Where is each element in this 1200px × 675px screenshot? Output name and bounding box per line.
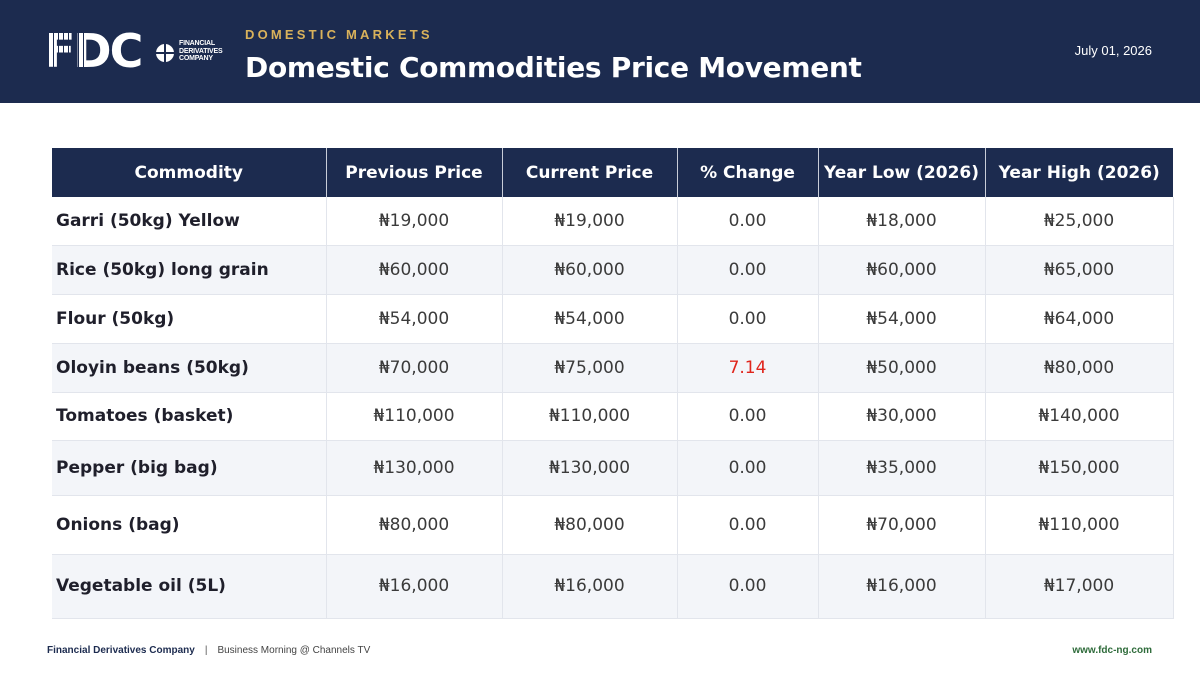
- table-header-row: Commodity Previous Price Current Price %…: [52, 148, 1173, 197]
- logo-line-1: FINANCIAL: [179, 40, 215, 47]
- footer-website-link[interactable]: www.fdc-ng.com: [1072, 645, 1152, 656]
- column-header: Year High (2026): [985, 148, 1173, 197]
- year-low: ₦35,000: [818, 440, 986, 496]
- logo-line-3: COMPANY: [179, 55, 213, 62]
- year-high: ₦140,000: [985, 392, 1174, 441]
- previous-price: ₦60,000: [326, 245, 503, 295]
- previous-price: ₦80,000: [326, 495, 503, 555]
- table-row: Rice (50kg) long grain ₦60,000 ₦60,000 0…: [52, 245, 1174, 295]
- percent-change: 7.14: [677, 343, 819, 393]
- current-price: ₦54,000: [502, 294, 678, 344]
- current-price: ₦130,000: [502, 440, 678, 496]
- percent-change: 0.00: [677, 197, 819, 246]
- commodity-name: Oloyin beans (50kg): [52, 343, 327, 393]
- column-header: Year Low (2026): [818, 148, 986, 197]
- previous-price: ₦130,000: [326, 440, 503, 496]
- table-row: Tomatoes (basket) ₦110,000 ₦110,000 0.00…: [52, 392, 1174, 441]
- column-header: % Change: [677, 148, 819, 197]
- year-low: ₦50,000: [818, 343, 986, 393]
- table-row: Oloyin beans (50kg) ₦70,000 ₦75,000 7.14…: [52, 343, 1174, 393]
- logo-mark: FDC: [44, 24, 143, 78]
- percent-change: 0.00: [677, 392, 819, 441]
- current-price: ₦80,000: [502, 495, 678, 555]
- year-low: ₦30,000: [818, 392, 986, 441]
- year-low: ₦16,000: [818, 554, 986, 619]
- current-price: ₦60,000: [502, 245, 678, 295]
- previous-price: ₦110,000: [326, 392, 503, 441]
- commodity-name: Garri (50kg) Yellow: [52, 197, 327, 246]
- percent-change: 0.00: [677, 294, 819, 344]
- footer-separator: |: [204, 645, 208, 656]
- current-price: ₦16,000: [502, 554, 678, 619]
- commodity-name: Vegetable oil (5L): [52, 554, 327, 619]
- table-row: Onions (bag) ₦80,000 ₦80,000 0.00 ₦70,00…: [52, 495, 1174, 555]
- logo-text: FINANCIAL DERIVATIVES COMPANY: [179, 40, 249, 63]
- fdc-logo: FDC FINANCIAL DERIVATIVES COMPANY: [44, 24, 223, 78]
- page-title: Domestic Commodities Price Movement: [245, 51, 862, 84]
- percent-change: 0.00: [677, 554, 819, 619]
- previous-price: ₦16,000: [326, 554, 503, 619]
- year-high: ₦150,000: [985, 440, 1174, 496]
- percent-change: 0.00: [677, 440, 819, 496]
- percent-change: 0.00: [677, 495, 819, 555]
- report-date: July 01, 2026: [1074, 43, 1152, 58]
- footer-company: Financial Derivatives Company: [47, 645, 195, 656]
- footer-credits: Financial Derivatives Company | Business M…: [47, 645, 370, 656]
- footer-show: Business Morning @ Channels TV: [217, 645, 371, 656]
- table-row: Vegetable oil (5L) ₦16,000 ₦16,000 0.00 …: [52, 554, 1174, 619]
- current-price: ₦75,000: [502, 343, 678, 393]
- section-kicker: DOMESTIC MARKETS: [245, 27, 433, 42]
- percent-change: 0.00: [677, 245, 819, 295]
- commodity-name: Tomatoes (basket): [52, 392, 327, 441]
- current-price: ₦110,000: [502, 392, 678, 441]
- year-low: ₦18,000: [818, 197, 986, 246]
- year-high: ₦17,000: [985, 554, 1174, 619]
- table-row: Pepper (big bag) ₦130,000 ₦130,000 0.00 …: [52, 440, 1174, 496]
- previous-price: ₦54,000: [326, 294, 503, 344]
- header-banner: FDC FINANCIAL DERIVATIVES COMPANY DOMEST…: [0, 0, 1200, 103]
- current-price: ₦19,000: [502, 197, 678, 246]
- year-low: ₦70,000: [818, 495, 986, 555]
- commodity-name: Pepper (big bag): [52, 440, 327, 496]
- commodity-name: Flour (50kg): [52, 294, 327, 344]
- year-high: ₦80,000: [985, 343, 1174, 393]
- previous-price: ₦19,000: [326, 197, 503, 246]
- commodity-name: Onions (bag): [52, 495, 327, 555]
- year-low: ₦60,000: [818, 245, 986, 295]
- column-header: Current Price: [502, 148, 678, 197]
- year-high: ₦65,000: [985, 245, 1174, 295]
- previous-price: ₦70,000: [326, 343, 503, 393]
- year-high: ₦25,000: [985, 197, 1174, 246]
- globe-icon: [154, 42, 176, 64]
- column-header: Previous Price: [326, 148, 503, 197]
- logo-line-2: DERIVATIVES: [179, 47, 223, 55]
- column-header: Commodity: [52, 148, 327, 197]
- year-high: ₦110,000: [985, 495, 1174, 555]
- commodity-price-table: Commodity Previous Price Current Price %…: [52, 148, 1174, 619]
- table-row: Flour (50kg) ₦54,000 ₦54,000 0.00 ₦54,00…: [52, 294, 1174, 344]
- table-row: Garri (50kg) Yellow ₦19,000 ₦19,000 0.00…: [52, 197, 1174, 246]
- commodity-name: Rice (50kg) long grain: [52, 245, 327, 295]
- year-low: ₦54,000: [818, 294, 986, 344]
- year-high: ₦64,000: [985, 294, 1174, 344]
